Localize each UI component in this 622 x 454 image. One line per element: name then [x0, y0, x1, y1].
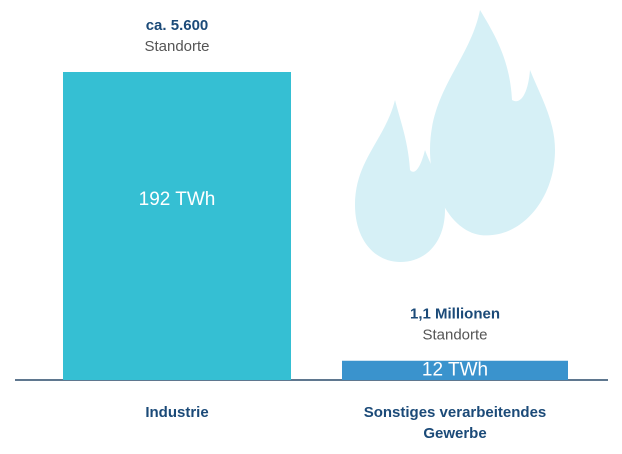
value-label: 192 TWh [139, 189, 216, 210]
site-count: ca. 5.600 [146, 17, 209, 34]
bar [342, 360, 568, 380]
site-unit: Standorte [144, 38, 209, 55]
value-label: 12 TWh [422, 359, 488, 380]
site-count: 1,1 Millionen [410, 306, 500, 323]
category-label: Industrie [145, 404, 209, 421]
category-label: Sonstiges verarbeitendes Gewerbe [363, 404, 547, 442]
bar [63, 72, 291, 380]
site-unit: Standorte [422, 327, 487, 344]
flame-decoration [355, 10, 555, 262]
